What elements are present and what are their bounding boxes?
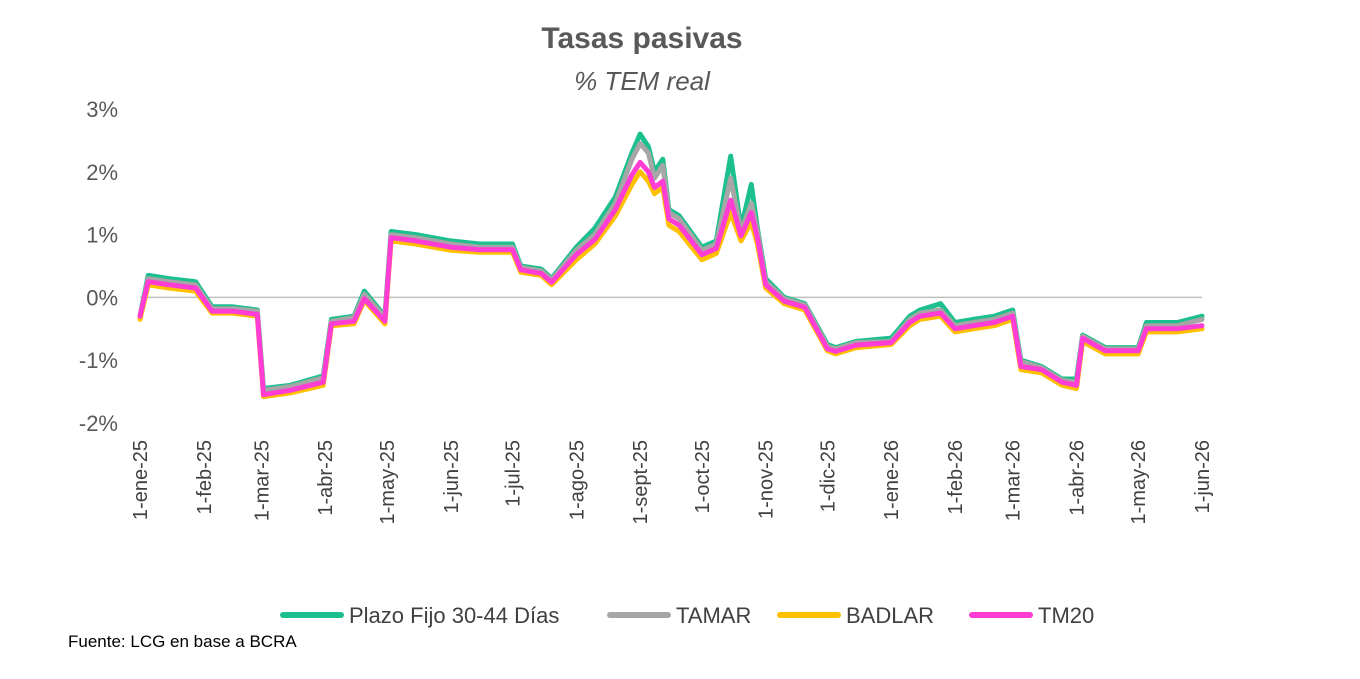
x-tick-label: 1-mar-25 bbox=[251, 440, 273, 521]
x-tick-label: 1-ene-26 bbox=[881, 440, 903, 520]
x-tick-label: 1-abr-26 bbox=[1066, 440, 1088, 516]
series-layer bbox=[137, 131, 1205, 400]
x-tick-label: 1-abr-25 bbox=[315, 440, 337, 516]
x-tick-label: 1-may-25 bbox=[377, 440, 399, 524]
series-line bbox=[137, 141, 1205, 393]
series-line bbox=[137, 159, 1205, 398]
legend-label: TAMAR bbox=[676, 603, 751, 628]
x-tick-label: 1-ago-25 bbox=[566, 440, 588, 520]
y-tick-label: -2% bbox=[79, 411, 118, 436]
series-line bbox=[137, 131, 1205, 391]
x-axis: 1-ene-25 1-feb-25 1-mar-25 1-abr-25 1-may-25… bbox=[130, 440, 1214, 525]
y-axis: 3% 2% 1% 0% -1% -2% bbox=[79, 97, 118, 436]
x-tick-label: 1-jun-25 bbox=[441, 440, 463, 513]
y-tick-label: 2% bbox=[86, 160, 118, 185]
x-tick-label: 1-jun-26 bbox=[1192, 440, 1214, 513]
x-tick-label: 1-feb-26 bbox=[945, 440, 967, 515]
legend: Plazo Fijo 30-44 Días TAMAR BADLAR TM20 bbox=[280, 603, 1094, 628]
x-tick-label: 1-ene-25 bbox=[130, 440, 152, 520]
source-note: Fuente: LCG en base a BCRA bbox=[68, 632, 297, 651]
x-tick-label: 1-feb-25 bbox=[194, 440, 216, 515]
x-tick-label: 1-dic-25 bbox=[817, 440, 839, 512]
y-tick-label: 1% bbox=[86, 223, 118, 248]
legend-label: Plazo Fijo 30-44 Días bbox=[349, 603, 559, 628]
x-tick-label: 1-may-26 bbox=[1128, 440, 1150, 524]
x-tick-label: 1-jul-25 bbox=[503, 440, 525, 507]
y-tick-label: 3% bbox=[86, 97, 118, 122]
x-tick-label: 1-mar-26 bbox=[1003, 440, 1025, 521]
y-tick-label: -1% bbox=[79, 348, 118, 373]
series-line bbox=[137, 169, 1205, 400]
x-tick-label: 1-sept-25 bbox=[630, 440, 652, 525]
legend-label: BADLAR bbox=[846, 603, 934, 628]
x-tick-label: 1-oct-25 bbox=[692, 440, 714, 513]
x-tick-label: 1-nov-25 bbox=[756, 440, 778, 519]
legend-label: TM20 bbox=[1038, 603, 1094, 628]
chart-title: Tasas pasivas bbox=[541, 22, 742, 55]
y-tick-label: 0% bbox=[86, 285, 118, 310]
chart-subtitle: % TEM real bbox=[574, 66, 711, 96]
